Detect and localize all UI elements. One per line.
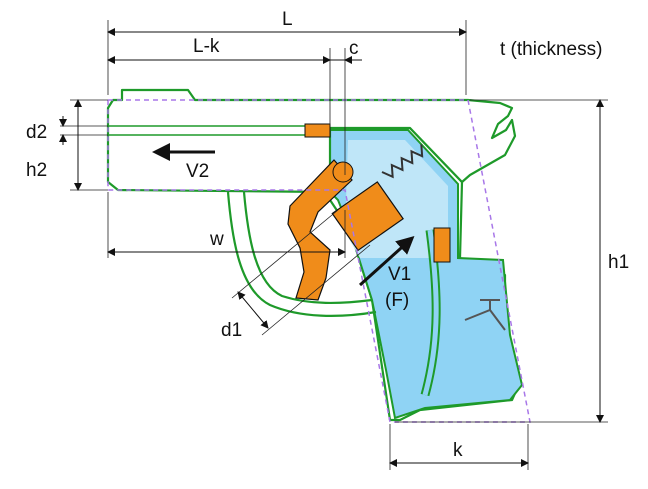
label-V2: V2 [186,161,209,182]
gun-body [106,88,524,422]
barrel-outline [106,88,517,194]
cap-icon [464,299,506,331]
label-V1: V1 [388,264,411,285]
label-h1: h1 [608,252,629,273]
dim-d1 [237,291,269,329]
label-d2: d2 [26,122,47,143]
label-w: w [209,229,224,250]
flow-arrows [152,143,415,287]
trigger [287,159,353,301]
label-h2: h2 [26,160,47,181]
label-thickness: t (thickness) [500,39,602,60]
dashed-outline [107,99,531,423]
label-F: (F) [385,290,409,311]
label-L-k: L-k [193,36,220,57]
nozzle-valve [304,123,331,138]
dimensions [59,20,608,470]
labels: L L-k c t (thickness) d2 h2 V2 w d1 V1 (… [26,9,629,461]
trigger-guard-inner [242,191,373,305]
trigger-guard [226,191,377,317]
v1-arrow [358,235,415,287]
label-k: k [453,440,463,461]
label-c: c [349,38,359,59]
label-d1: d1 [221,320,242,341]
spring [381,144,424,179]
trigger-pivot [332,161,354,183]
check-valve [433,227,451,263]
label-L: L [282,9,293,30]
